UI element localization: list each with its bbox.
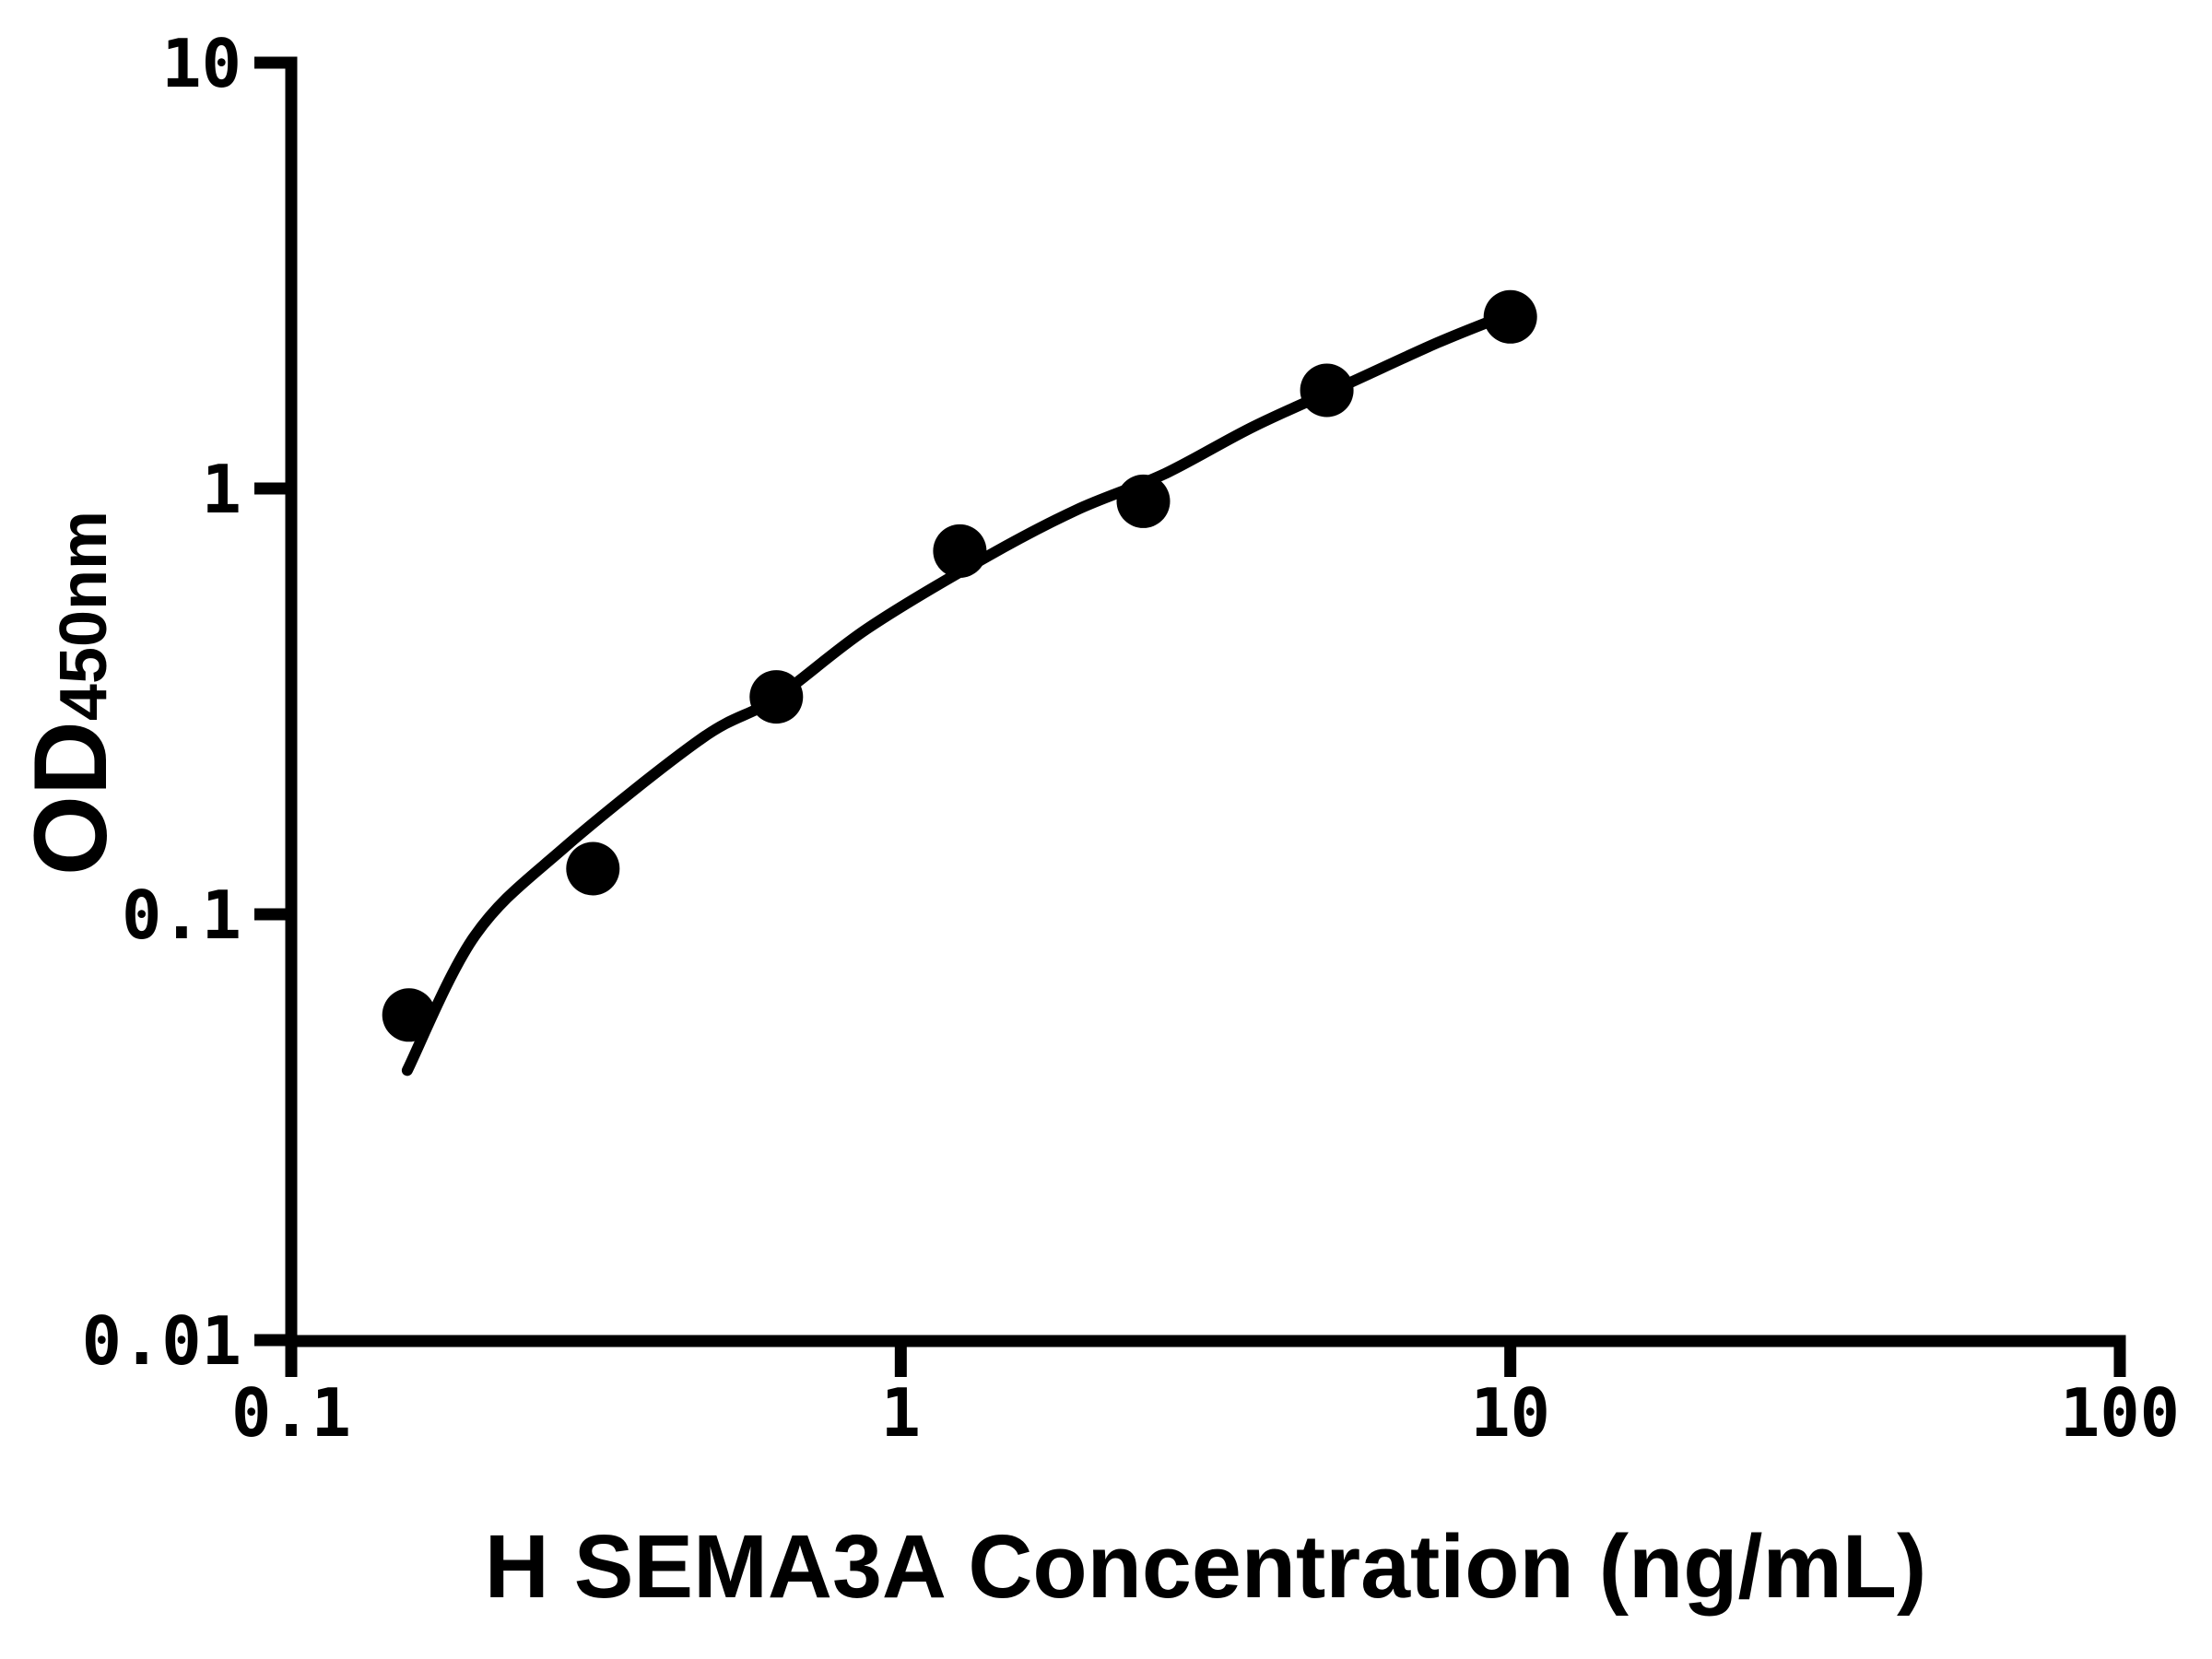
data-point-2	[566, 841, 620, 896]
data-point-7	[1483, 289, 1537, 344]
x-tick-label-0.1: 0.1	[231, 1374, 351, 1452]
x-axis-title: H SEMA3A Concentration (ng/mL)	[485, 1516, 1927, 1617]
data-point-1	[382, 988, 436, 1042]
x-tick-label-100: 100	[2060, 1374, 2180, 1452]
x-axis-ticks	[285, 1341, 2126, 1377]
data-point-5	[1116, 474, 1171, 528]
data-point-6	[1300, 363, 1354, 418]
fit-curve-line	[401, 311, 1508, 1077]
y-axis-ticks	[254, 56, 291, 1347]
y-tick-label-0.01: 0.01	[82, 1302, 241, 1380]
x-tick-label-10: 10	[1470, 1374, 1550, 1452]
y-axis-title-subscript: 450nm	[47, 511, 121, 721]
data-points	[382, 289, 1537, 1042]
y-axis-tick-labels: 10 1 0.1 0.01	[82, 25, 241, 1380]
y-tick-label-10: 10	[161, 25, 241, 102]
y-tick-label-0.1: 0.1	[122, 877, 241, 954]
x-tick-label-1: 1	[881, 1374, 921, 1452]
y-axis-title: OD450nm	[13, 511, 128, 876]
y-tick-label-1: 1	[202, 451, 241, 528]
y-axis-title-main: OD	[13, 721, 128, 876]
x-axis-tick-labels: 0.1 1 10 100	[231, 1374, 2180, 1452]
data-point-4	[933, 524, 987, 578]
data-point-3	[749, 670, 804, 724]
